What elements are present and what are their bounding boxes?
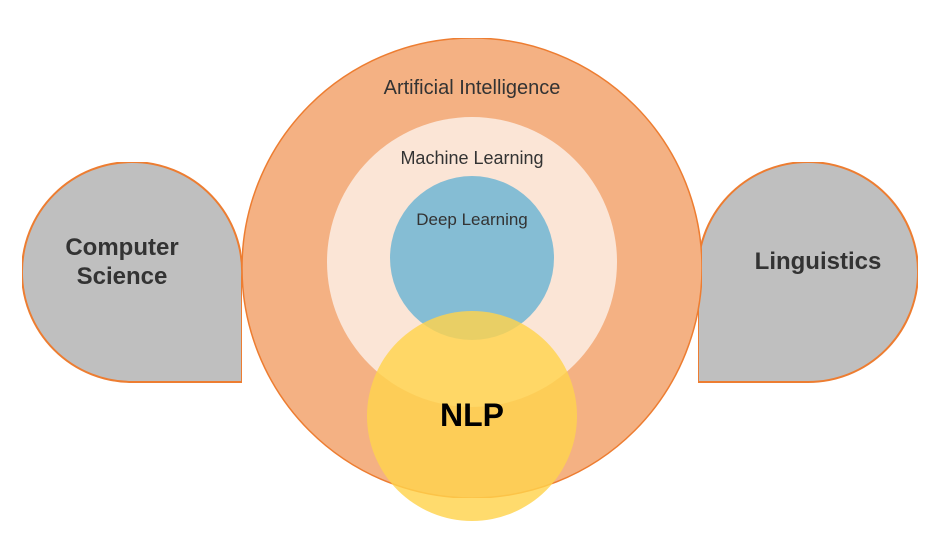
cs-label: Computer Science: [22, 234, 222, 292]
ai-label: Artificial Intelligence: [322, 76, 622, 100]
nlp-label: NLP: [372, 396, 572, 434]
ling-label: Linguistics: [718, 248, 918, 277]
diagram-canvas: Computer Science Linguistics Artificial …: [0, 0, 940, 536]
ling-shape: [698, 162, 918, 392]
dl-label: Deep Learning: [372, 210, 572, 230]
ml-label: Machine Learning: [342, 148, 602, 170]
